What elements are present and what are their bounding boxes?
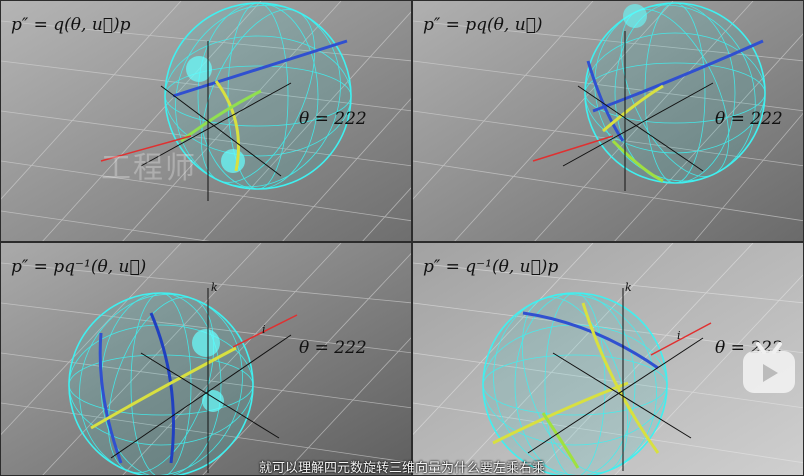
panel-bottom-right: p″ = q⁻¹(θ, u⃗)p θ = 222 k i bbox=[412, 242, 804, 476]
sphere-top-left bbox=[164, 2, 352, 190]
scene-bottom-left bbox=[1, 243, 411, 475]
axis-k-label: k bbox=[625, 281, 632, 294]
sphere-bottom-left bbox=[68, 292, 254, 475]
bilibili-tv-icon[interactable] bbox=[740, 338, 798, 396]
axis-i-label: i bbox=[677, 329, 681, 342]
sphere-bottom-right bbox=[482, 292, 668, 475]
subtitle-caption: 就可以理解四元数旋转三维向量为什么要左乘右乘 bbox=[258, 461, 545, 476]
axis-k-label: k bbox=[211, 281, 218, 294]
panel-top-left: 工程师 p″ = q(θ, u⃗)p θ = 222 bbox=[0, 0, 412, 242]
scene-top-right bbox=[413, 1, 803, 241]
watermark: 工程师 bbox=[101, 151, 197, 186]
equation-label: p″ = q(θ, u⃗)p bbox=[11, 15, 131, 35]
scene-top-left bbox=[1, 1, 411, 241]
equation-label: p″ = pq(θ, u⃗) bbox=[423, 15, 543, 35]
theta-label: θ = 222 bbox=[715, 109, 783, 129]
theta-label: θ = 222 bbox=[299, 338, 367, 358]
theta-label: θ = 222 bbox=[299, 109, 367, 129]
panel-top-right: p″ = pq(θ, u⃗) θ = 222 bbox=[412, 0, 804, 242]
equation-label: p″ = q⁻¹(θ, u⃗)p bbox=[423, 257, 559, 277]
scene-bottom-right bbox=[413, 243, 803, 475]
sphere-top-right bbox=[584, 2, 766, 184]
axis-i-label: i bbox=[262, 323, 266, 336]
equation-label: p″ = pq⁻¹(θ, u⃗) bbox=[11, 257, 147, 277]
panel-bottom-left: p″ = pq⁻¹(θ, u⃗) θ = 222 k i bbox=[0, 242, 412, 476]
